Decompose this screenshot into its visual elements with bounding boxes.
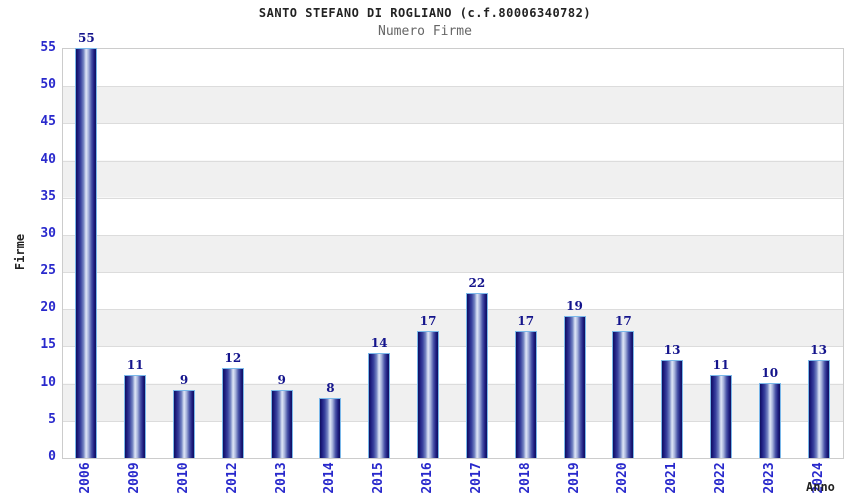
value-label-2018: 17 — [517, 313, 535, 328]
xtick-label-2021: 2021 — [664, 462, 680, 494]
xtick-label-2018: 2018 — [517, 462, 533, 494]
value-label-2021: 13 — [663, 343, 681, 358]
bar-2021 — [661, 360, 684, 458]
bar-2020 — [612, 330, 635, 458]
bar-2009 — [124, 375, 147, 458]
value-label-2023: 10 — [761, 365, 779, 380]
value-label-2017: 22 — [468, 276, 486, 291]
bar-2013 — [270, 390, 293, 458]
bar-2019 — [563, 315, 586, 458]
ytick-label-40: 40 — [40, 151, 56, 167]
value-label-2009: 11 — [126, 358, 144, 373]
xtick-label-2006: 2006 — [78, 462, 94, 494]
xtick-label-2022: 2022 — [712, 462, 728, 494]
gridline-y40 — [63, 160, 843, 162]
xtick-label-2012: 2012 — [224, 462, 240, 494]
value-label-2013: 9 — [277, 373, 286, 388]
xtick-label-2014: 2014 — [322, 462, 338, 494]
xtick-label-2016: 2016 — [420, 462, 436, 494]
value-label-2006: 55 — [78, 31, 95, 45]
bar-2023 — [758, 382, 781, 458]
bar-2010 — [173, 390, 196, 458]
bar-2017 — [465, 293, 488, 458]
xtick-label-2015: 2015 — [371, 462, 387, 494]
gridline-y45 — [63, 123, 843, 125]
bar-2024 — [807, 360, 830, 458]
gridline-y25 — [63, 272, 843, 274]
gridline-y35 — [63, 197, 843, 199]
ytick-label-25: 25 — [40, 263, 56, 279]
chart-subtitle: Numero Firme — [378, 24, 472, 39]
ytick-label-30: 30 — [40, 225, 56, 241]
ytick-label-10: 10 — [40, 374, 56, 390]
bar-2006 — [75, 48, 98, 458]
value-label-2014: 8 — [326, 380, 335, 395]
xtick-label-2013: 2013 — [273, 462, 289, 494]
bar-2012 — [221, 367, 244, 458]
gridline-y30 — [63, 234, 843, 236]
xtick-label-2019: 2019 — [566, 462, 582, 494]
value-label-2019: 19 — [566, 298, 583, 313]
value-label-2015: 14 — [370, 335, 388, 350]
ytick-label-50: 50 — [40, 77, 56, 93]
value-label-2020: 17 — [614, 313, 632, 328]
value-label-2022: 11 — [712, 358, 730, 373]
xtick-label-2010: 2010 — [176, 462, 192, 494]
ytick-label-45: 45 — [40, 114, 56, 130]
gridline-y50 — [63, 86, 843, 88]
ytick-label-55: 55 — [40, 40, 56, 55]
value-label-2016: 17 — [419, 313, 437, 328]
ytick-label-15: 15 — [40, 337, 56, 353]
ytick-label-0: 0 — [48, 449, 56, 464]
value-label-2010: 9 — [179, 373, 189, 388]
xtick-label-2017: 2017 — [468, 462, 484, 494]
ytick-label-35: 35 — [40, 188, 56, 204]
value-label-2024: 13 — [810, 343, 827, 358]
bar-2016 — [417, 330, 440, 458]
ytick-label-5: 5 — [48, 411, 56, 427]
xtick-label-2009: 2009 — [127, 462, 143, 494]
ytick-label-20: 20 — [40, 300, 56, 316]
y-axis-title: Firme — [13, 233, 27, 271]
gridline-y5 — [63, 420, 843, 422]
bar-2015 — [368, 352, 391, 458]
bar-2018 — [514, 330, 537, 458]
gridline-y10 — [63, 383, 843, 385]
value-label-2012: 12 — [224, 350, 242, 365]
chart-title: SANTO STEFANO DI ROGLIANO (c.f.800063407… — [258, 6, 592, 20]
gridline-y20 — [63, 309, 843, 311]
xtick-label-2023: 2023 — [761, 462, 777, 494]
bar-2022 — [709, 375, 732, 458]
x-axis-title: Anno — [806, 480, 835, 494]
xtick-label-2020: 2020 — [615, 462, 631, 494]
gridline-y15 — [63, 346, 843, 348]
bar-2014 — [319, 397, 342, 458]
